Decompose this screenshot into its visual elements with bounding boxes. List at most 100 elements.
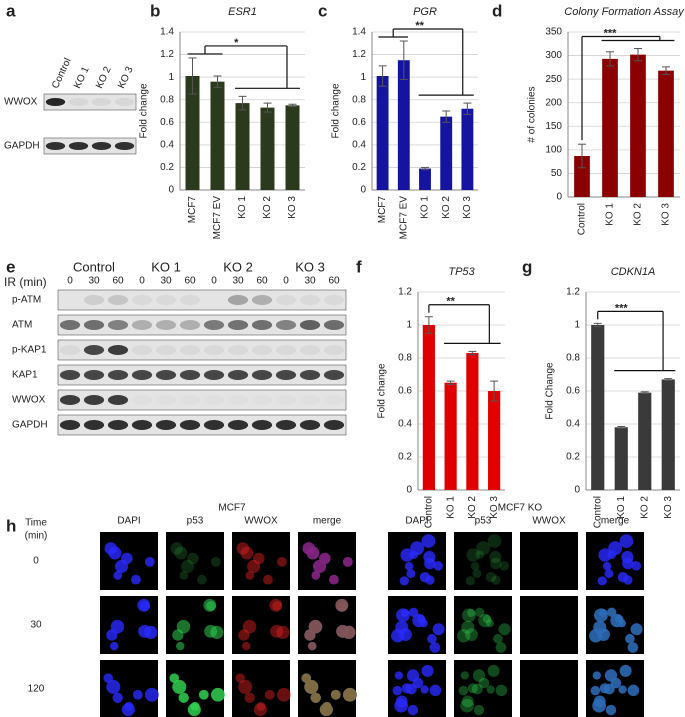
nucleus (144, 556, 155, 567)
bar (444, 382, 457, 490)
y-tick-label: 0.6 (398, 386, 412, 397)
blot-band (203, 420, 225, 430)
nucleus (276, 556, 287, 567)
nucleus (599, 683, 610, 694)
nucleus (308, 641, 317, 651)
nucleus (489, 550, 502, 564)
micrograph (454, 532, 512, 590)
nucleus (630, 623, 643, 636)
lane-label: KO 3 (116, 65, 136, 91)
nucleus (170, 542, 184, 555)
nucleus (592, 671, 601, 680)
nucleus (342, 556, 353, 567)
y-tick-label: 0.4 (352, 139, 366, 150)
bar (440, 116, 453, 190)
y-tick-label: 0.4 (398, 419, 412, 430)
nucleus (394, 671, 403, 680)
x-tick-label: MCF7 EV (212, 196, 223, 240)
time-label: 60 (112, 276, 124, 287)
time-heading: Time (25, 518, 47, 529)
bar (419, 168, 431, 190)
nucleus (482, 614, 491, 623)
x-tick-label: KO 1 (605, 203, 616, 226)
nucleus (137, 598, 151, 612)
x-tick-label: MCF7 EV (398, 196, 409, 240)
bar (461, 108, 474, 190)
nucleus (335, 598, 349, 612)
nucleus (592, 698, 606, 713)
nucleus (592, 698, 606, 713)
nucleus (416, 614, 425, 623)
nucleus (112, 692, 123, 703)
nucleus (304, 629, 316, 641)
nucleus (343, 687, 357, 702)
error-bar (446, 380, 455, 385)
nucleus (457, 629, 471, 643)
error-bar (213, 75, 222, 88)
blot-band (324, 395, 344, 405)
error-bar (399, 40, 408, 80)
nucleus (599, 608, 608, 617)
y-axis-label: Fold change (139, 83, 150, 138)
nucleus (478, 613, 492, 628)
bar (376, 76, 389, 190)
blot-band (83, 395, 105, 405)
time-label: 60 (256, 276, 268, 287)
bar (488, 391, 501, 490)
nucleus (329, 574, 339, 585)
blot-band (83, 320, 105, 330)
x-tick-label: KO 3 (287, 196, 298, 219)
blot-strip (57, 289, 347, 311)
blot-band (45, 142, 66, 150)
y-tick-label: 0.6 (352, 117, 366, 128)
nucleus (493, 633, 503, 644)
nucleus (263, 574, 273, 585)
bar (658, 70, 674, 197)
blot-band (323, 370, 345, 380)
error-bar (378, 65, 387, 87)
time-label: 30 (88, 276, 100, 287)
lane-label: KO 1 (72, 65, 92, 91)
blot-band (275, 345, 297, 355)
nucleus (394, 698, 408, 713)
nucleus (410, 541, 425, 556)
y-tick-label: 50 (551, 168, 563, 179)
y-tick-label: 1.2 (352, 49, 366, 60)
blot-band (68, 98, 89, 106)
channel-label: WWOX (532, 516, 566, 527)
channel-label: merge (313, 516, 342, 527)
blot-strip (43, 93, 137, 111)
blot-band (299, 345, 321, 355)
y-tick-label: 1.4 (352, 27, 366, 38)
nucleus (608, 541, 623, 556)
nucleus (419, 571, 431, 583)
blot-band (131, 370, 153, 380)
blot-band (227, 295, 249, 305)
nucleus (619, 664, 632, 677)
nucleus (485, 571, 497, 583)
blot-band (299, 295, 321, 305)
error-bar (463, 102, 472, 115)
nucleus (400, 548, 414, 562)
group-label: KO 1 (151, 259, 181, 274)
nucleus (622, 557, 634, 570)
nucleus (429, 684, 442, 697)
bar (630, 54, 646, 197)
time-label: 120 (28, 684, 45, 695)
blot-band (179, 370, 201, 380)
nucleus (256, 701, 266, 711)
group-label: KO 2 (223, 259, 253, 274)
micrograph (388, 532, 446, 590)
y-axis-label: # of colonies (527, 86, 538, 142)
y-tick-label: 1.2 (566, 287, 580, 298)
time-label: 60 (184, 276, 196, 287)
nucleus (330, 689, 341, 700)
blot-band (83, 370, 105, 380)
y-tick-label: 300 (545, 50, 562, 61)
axis-label: IR (min) (4, 275, 47, 289)
significance: ** (415, 20, 424, 32)
blot-strip (57, 414, 347, 436)
nucleus (253, 552, 265, 565)
blot-band (132, 395, 152, 405)
nucleus (187, 552, 199, 565)
